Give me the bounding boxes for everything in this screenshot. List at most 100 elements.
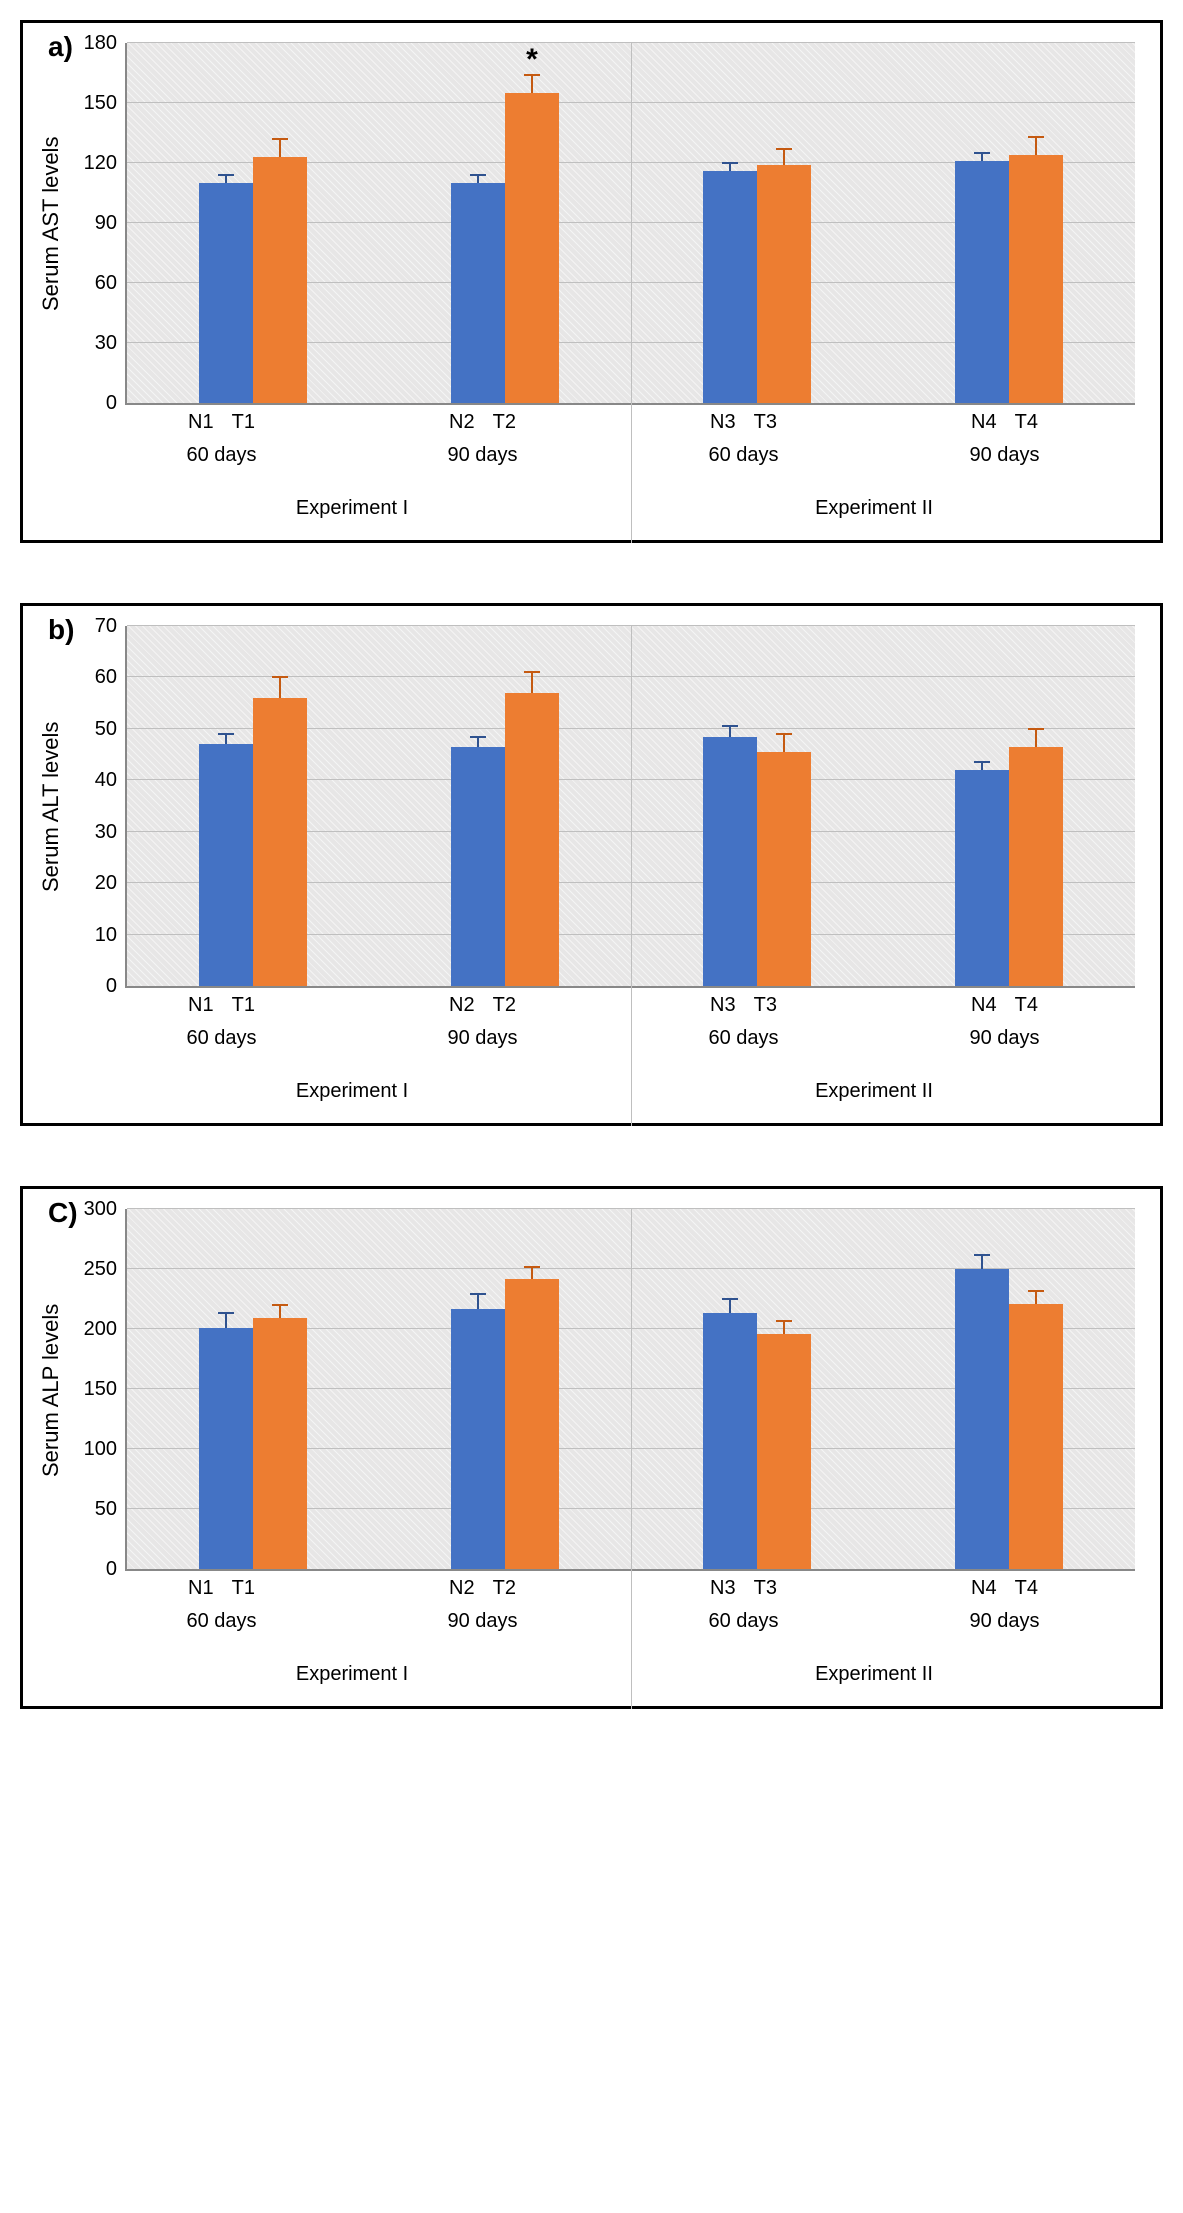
bar-t1: [253, 157, 307, 403]
bars-layer: [127, 1209, 1135, 1569]
x-axis-labels: N1T1N2T2N3T3N4T460 days90 days60 days90 …: [89, 405, 1135, 520]
error-cap: [1028, 1290, 1044, 1292]
bar-label: N2: [449, 411, 475, 434]
y-axis-ticks: 706050403020100: [69, 626, 125, 986]
bar-label: N2: [449, 994, 475, 1017]
bar-pair: [199, 157, 307, 403]
bar-n4: [955, 161, 1009, 403]
error-cap: [776, 1320, 792, 1322]
bar-pair: [451, 693, 559, 986]
day-label: 60 days: [613, 444, 874, 467]
bar-label: T2: [493, 411, 516, 434]
pair-label-cell: N4 T4: [874, 994, 1135, 1017]
bar-n1: [199, 1328, 253, 1569]
error-cap: [470, 736, 486, 738]
bar-n4: [955, 770, 1009, 986]
pair-label-cell: N1 T1: [91, 994, 352, 1017]
bar-label: N1: [188, 411, 214, 434]
error-bar: [225, 175, 227, 183]
error-bar: [783, 149, 785, 165]
error-bar: [531, 672, 533, 693]
y-axis-label: Serum AST levels: [33, 43, 69, 405]
bar-label: N4: [971, 1577, 997, 1600]
bar-n3: [703, 171, 757, 403]
bar-pair: [703, 737, 811, 986]
panel-b: b)Serum ALT levels706050403020100N1T1N2T…: [20, 603, 1163, 1126]
bar-pair: [199, 698, 307, 986]
x-row-days: 60 days90 days60 days90 days: [91, 434, 1135, 467]
bar-group: [631, 1209, 883, 1569]
bar-group: [379, 1209, 631, 1569]
x-axis-labels: N1T1N2T2N3T3N4T460 days90 days60 days90 …: [89, 988, 1135, 1103]
error-bar: [279, 1305, 281, 1318]
panel-c: C)Serum ALP levels300250200150100500N1T1…: [20, 1186, 1163, 1709]
error-bar: [477, 737, 479, 747]
error-bar: [981, 1255, 983, 1269]
error-cap: [272, 138, 288, 140]
chart-wrap: Serum ALP levels300250200150100500: [33, 1209, 1135, 1571]
bar-label: T2: [493, 1577, 516, 1600]
x-row-days: 60 days90 days60 days90 days: [91, 1017, 1135, 1050]
error-bar: [531, 75, 533, 93]
bar-label: T4: [1015, 994, 1038, 1017]
x-row-experiments: Experiment IExperiment II: [91, 1633, 1135, 1686]
day-label: 90 days: [352, 1610, 613, 1633]
experiment-label: Experiment I: [91, 497, 613, 520]
error-cap: [272, 1304, 288, 1306]
day-label: 60 days: [613, 1610, 874, 1633]
experiment-label: Experiment II: [613, 1080, 1135, 1103]
x-row-pairs: N1T1N2T2N3T3N4T4: [91, 405, 1135, 434]
y-axis-label: Serum ALT levels: [33, 626, 69, 988]
bar-group: [127, 626, 379, 986]
bar-label: T4: [1015, 411, 1038, 434]
bar-group: *: [379, 43, 631, 403]
x-row-experiments: Experiment IExperiment II: [91, 1050, 1135, 1103]
bar-group: [127, 43, 379, 403]
y-axis-label: Serum ALP levels: [33, 1209, 69, 1571]
bar-label: N1: [188, 994, 214, 1017]
x-row-pairs: N1T1N2T2N3T3N4T4: [91, 988, 1135, 1017]
bar-n3: [703, 1313, 757, 1569]
bar-t3: [757, 752, 811, 986]
error-bar: [783, 734, 785, 752]
error-bar: [477, 1294, 479, 1308]
bar-t1: [253, 698, 307, 986]
day-label: 60 days: [613, 1027, 874, 1050]
y-axis-ticks: 300250200150100500: [69, 1209, 125, 1569]
plot-region: *: [125, 43, 1135, 405]
day-label: 60 days: [91, 444, 352, 467]
panel-a: a)Serum AST levels1801501209060300*N1T1N…: [20, 20, 1163, 543]
day-label: 90 days: [874, 444, 1135, 467]
error-bar: [477, 175, 479, 183]
bar-t2: *: [505, 93, 559, 403]
x-axis-labels: N1T1N2T2N3T3N4T460 days90 days60 days90 …: [89, 1571, 1135, 1686]
error-cap: [470, 174, 486, 176]
bar-label: T1: [232, 411, 255, 434]
bar-group: [631, 626, 883, 986]
error-bar: [981, 153, 983, 161]
bar-t4: [1009, 747, 1063, 986]
bar-label: N4: [971, 994, 997, 1017]
bar-pair: [199, 1318, 307, 1569]
error-bar: [279, 139, 281, 157]
pair-label-cell: N4T4: [874, 411, 1135, 434]
error-bar: [729, 1299, 731, 1313]
bar-n2: [451, 183, 505, 403]
bar-pair: [451, 1279, 559, 1569]
day-label: 90 days: [874, 1610, 1135, 1633]
bar-group: [631, 43, 883, 403]
plot-region: [125, 1209, 1135, 1571]
error-cap: [524, 671, 540, 673]
bar-t2: [505, 1279, 559, 1569]
bar-label: T1: [232, 1577, 255, 1600]
error-cap: [974, 1254, 990, 1256]
pair-label-cell: N2 T2: [352, 411, 613, 434]
bar-group: [883, 626, 1135, 986]
error-cap: [272, 676, 288, 678]
bar-pair: [955, 747, 1063, 986]
bar-label: T1: [232, 994, 255, 1017]
bar-pair: [955, 1269, 1063, 1569]
x-row-days: 60 days90 days60 days90 days: [91, 1600, 1135, 1633]
bar-pair: *: [451, 93, 559, 403]
bar-label: T4: [1015, 1577, 1038, 1600]
